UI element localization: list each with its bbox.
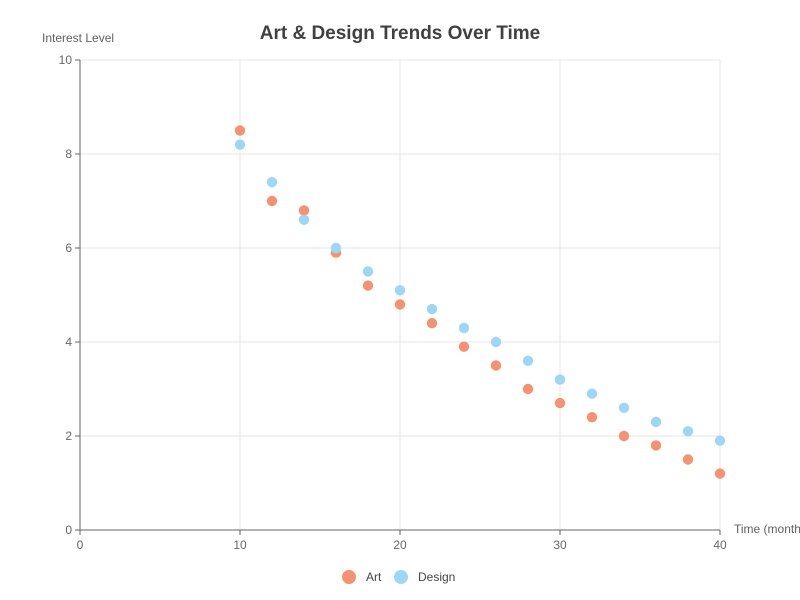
design-point xyxy=(426,303,438,315)
art-point xyxy=(266,195,278,207)
art-point xyxy=(362,280,374,291)
design-point xyxy=(650,416,662,428)
design-point xyxy=(618,402,630,413)
art-point xyxy=(714,468,726,479)
y-tick-label: 6 xyxy=(65,241,72,255)
design-point xyxy=(362,266,374,277)
x-tick-label: 20 xyxy=(393,538,407,552)
legend-design-marker xyxy=(394,570,408,584)
art-point xyxy=(682,454,694,465)
legend: Art Design xyxy=(342,570,455,584)
design-point xyxy=(298,214,310,225)
art-point xyxy=(490,360,502,371)
x-tick-label: 0 xyxy=(77,538,84,552)
y-axis-label: Interest Level xyxy=(42,31,114,45)
art-point xyxy=(522,383,534,395)
y-tick-label: 0 xyxy=(65,523,72,537)
grid-lines xyxy=(80,59,721,530)
design-point xyxy=(682,426,694,437)
design-point xyxy=(234,139,246,150)
data-points xyxy=(234,125,726,479)
design-point xyxy=(586,388,598,399)
design-point xyxy=(522,355,534,366)
chart-title: Art & Design Trends Over Time xyxy=(260,23,541,44)
art-point xyxy=(554,397,566,409)
y-tick-label: 10 xyxy=(59,53,73,67)
legend-design-label: Design xyxy=(418,570,455,584)
design-point xyxy=(554,374,566,385)
x-tick-label: 40 xyxy=(713,538,727,552)
design-point xyxy=(490,336,502,348)
art-point xyxy=(586,412,598,423)
design-point xyxy=(266,177,278,188)
design-point xyxy=(330,242,342,254)
legend-art-label: Art xyxy=(366,570,382,584)
y-tick-label: 4 xyxy=(65,335,72,349)
x-tick-label: 30 xyxy=(553,538,567,552)
design-point xyxy=(458,322,470,334)
y-tick-label: 2 xyxy=(65,429,72,443)
legend-art-marker xyxy=(342,570,356,584)
art-point xyxy=(394,299,406,310)
art-point xyxy=(298,205,310,216)
art-point xyxy=(618,430,630,442)
art-point xyxy=(426,318,438,329)
x-tick-label: 10 xyxy=(233,538,247,552)
tick-labels: 0 2 4 6 8 10 0 10 20 30 40 xyxy=(59,53,727,552)
design-point xyxy=(394,285,406,296)
design-point xyxy=(714,435,726,446)
art-point xyxy=(650,440,662,451)
y-tick-label: 8 xyxy=(65,147,72,161)
art-point xyxy=(458,341,470,352)
art-point xyxy=(234,125,246,136)
x-axis-label: Time (months) xyxy=(734,522,800,536)
